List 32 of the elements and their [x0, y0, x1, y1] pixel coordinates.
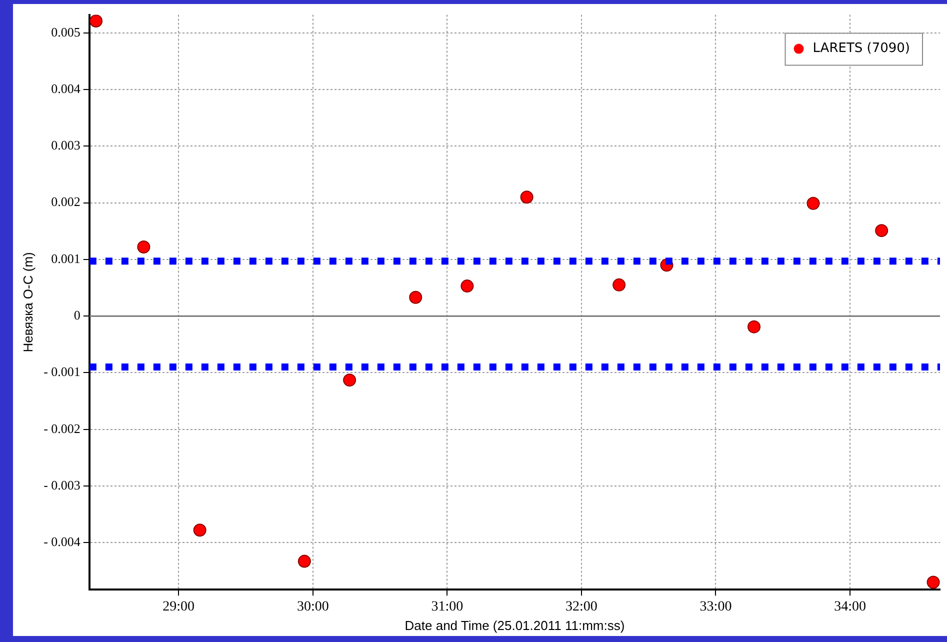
point	[612, 278, 626, 292]
point	[298, 554, 311, 568]
x-tick-label: 33:00	[700, 600, 732, 615]
point	[520, 190, 534, 204]
x-tick-label: 32:00	[566, 600, 598, 615]
y-tick-label: 0.004	[51, 80, 81, 96]
point	[875, 224, 888, 238]
legend-label: LARETS (7090)	[812, 41, 910, 56]
x-tick-label: 31:00	[431, 600, 464, 615]
y-tick-label: 0.002	[51, 194, 80, 210]
y-tick-label: - 0.002	[44, 420, 80, 436]
point	[926, 576, 940, 589]
point	[460, 280, 474, 293]
y-tick-label: 0	[74, 307, 80, 322]
x-axis-title: Date and Time (25.01.2011 11:mm:ss)	[404, 618, 625, 633]
point	[137, 240, 150, 254]
x-tick-label: 34:00	[834, 600, 866, 615]
point	[343, 374, 356, 387]
y-tick-label: - 0.004	[44, 534, 81, 550]
point	[806, 196, 820, 210]
point	[193, 524, 206, 537]
y-tick-label: 0.001	[51, 250, 80, 266]
y-tick-label: 0.005	[51, 24, 80, 40]
point	[90, 14, 103, 28]
y-tick-label: 0.003	[51, 138, 80, 153]
y-axis-title: Невязка O-C (m)	[20, 252, 36, 352]
x-tick-label: 30:00	[296, 600, 329, 615]
point	[748, 320, 761, 334]
y-tick-label: - 0.003	[44, 477, 80, 492]
x-tick-label: 29:00	[162, 600, 195, 615]
point	[409, 290, 422, 304]
y-tick-label: - 0.001	[44, 364, 80, 380]
